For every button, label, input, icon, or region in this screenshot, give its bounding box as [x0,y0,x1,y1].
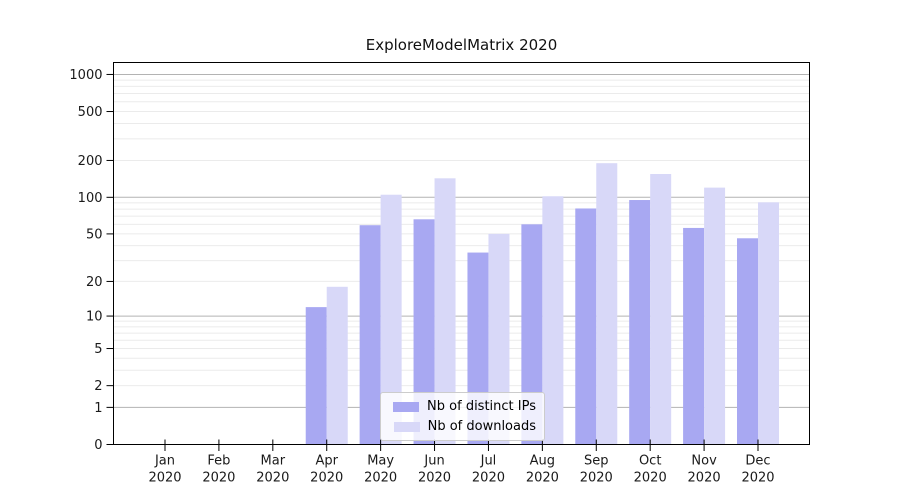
bar-downloads-Jul [488,233,510,445]
bar-distinct-ips-Apr [305,307,327,445]
x-tick-label-month-Feb: Feb [207,454,230,469]
bar-downloads-Jun [434,178,456,445]
y-tick-label-500: 500 [78,105,103,120]
y-tick-label-0: 0 [94,438,102,453]
legend-swatch-downloads [393,421,420,432]
bar-distinct-ips-Sep [575,208,597,445]
bar-downloads-Aug [542,196,564,445]
x-tick-label-year-May: 2020 [364,471,397,486]
y-tick-label-20: 20 [86,275,103,290]
y-tick-label-200: 200 [78,154,103,169]
x-tick-label-year-Mar: 2020 [256,471,289,486]
x-tick-label-year-Jun: 2020 [418,471,451,486]
x-tick-label-year-Feb: 2020 [202,471,235,486]
x-tick-label-month-Sep: Sep [584,454,609,469]
x-tick-label-month-Jul: Jul [480,454,497,469]
x-tick-label-year-Jul: 2020 [472,471,505,486]
plot-frame [113,62,810,445]
legend-item-downloads: Nb of downloads [385,418,536,435]
legend-swatch-distinct-ips [393,401,420,412]
y-tick-label-1000: 1000 [69,68,102,83]
bar-downloads-Oct [650,174,672,445]
bar-downloads-May [380,194,402,445]
legend-label-downloads: Nb of downloads [427,419,536,434]
bar-downloads-Apr [326,286,348,445]
x-tick-label-month-May: May [367,454,394,469]
x-tick-label-year-Aug: 2020 [526,471,559,486]
y-tick-label-10: 10 [86,310,103,325]
x-tick-label-month-Nov: Nov [691,454,717,469]
bar-downloads-Dec [757,202,779,445]
chart-legend: Nb of distinct IPs Nb of downloads [380,392,545,441]
y-tick-label-5: 5 [94,342,102,357]
x-tick-label-year-Sep: 2020 [580,471,613,486]
x-tick-label-year-Dec: 2020 [741,471,774,486]
legend-item-distinct-ips: Nb of distinct IPs [385,398,536,415]
x-tick-label-month-Dec: Dec [745,454,770,469]
x-tick-label-month-Oct: Oct [639,454,661,469]
x-tick-label-month-Jan: Jan [154,454,175,469]
y-tick-label-50: 50 [86,227,103,242]
bar-distinct-ips-Aug [521,224,543,445]
x-tick-label-year-Nov: 2020 [688,471,721,486]
x-tick-label-month-Jun: Jun [423,454,444,469]
x-tick-label-month-Mar: Mar [261,454,286,469]
bar-distinct-ips-Nov [683,227,705,445]
x-tick-label-year-Oct: 2020 [634,471,667,486]
bar-distinct-ips-Oct [629,200,651,445]
bar-downloads-Nov [704,187,726,445]
bar-downloads-Sep [596,163,618,445]
legend-label-distinct-ips: Nb of distinct IPs [427,399,536,414]
bar-distinct-ips-Dec [736,238,758,445]
bar-distinct-ips-May [359,225,381,445]
bar-distinct-ips-Jun [413,219,435,445]
x-tick-label-year-Apr: 2020 [310,471,343,486]
chart-title: ExploreModelMatrix 2020 [365,36,558,54]
y-tick-label-100: 100 [78,191,103,206]
y-tick-label-2: 2 [94,379,102,394]
y-tick-label-1: 1 [94,401,102,416]
x-tick-label-year-Jan: 2020 [148,471,181,486]
x-tick-label-month-Apr: Apr [315,454,338,469]
x-tick-label-month-Aug: Aug [530,454,555,469]
